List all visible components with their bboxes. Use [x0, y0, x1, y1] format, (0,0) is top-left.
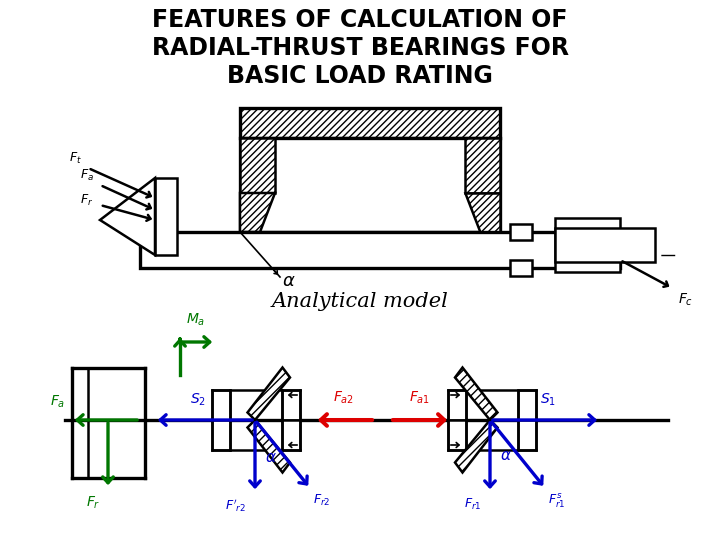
Text: $F_a$: $F_a$: [50, 394, 65, 410]
Bar: [240, 108, 500, 138]
Bar: [510, 260, 532, 276]
Text: $F_{a2}$: $F_{a2}$: [333, 389, 354, 406]
Polygon shape: [248, 368, 290, 420]
Bar: [212, 420, 230, 450]
Bar: [140, 232, 620, 268]
Bar: [282, 390, 300, 420]
Polygon shape: [465, 193, 500, 232]
Text: $F_{a1}$: $F_{a1}$: [410, 389, 431, 406]
Bar: [518, 420, 536, 450]
Text: $F^s_{r1}$: $F^s_{r1}$: [548, 493, 565, 510]
Text: BASIC LOAD RATING: BASIC LOAD RATING: [227, 64, 493, 88]
Polygon shape: [455, 420, 498, 472]
Text: $S_2$: $S_2$: [190, 392, 206, 408]
Text: RADIAL-THRUST BEARINGS FOR: RADIAL-THRUST BEARINGS FOR: [151, 36, 569, 60]
Polygon shape: [455, 368, 498, 420]
Polygon shape: [465, 138, 500, 193]
Text: $F_{r2}$: $F_{r2}$: [313, 493, 330, 508]
Bar: [555, 218, 620, 272]
Bar: [518, 390, 536, 420]
Bar: [212, 390, 230, 420]
Text: $\alpha$: $\alpha$: [265, 450, 277, 465]
Text: $F_r$: $F_r$: [86, 495, 100, 511]
Text: $F'_{r2}$: $F'_{r2}$: [225, 497, 246, 514]
Text: $\alpha$: $\alpha$: [282, 272, 296, 290]
Text: $F_a$: $F_a$: [80, 168, 94, 183]
Text: $F_t$: $F_t$: [69, 151, 82, 166]
Bar: [282, 420, 300, 450]
Bar: [155, 178, 177, 255]
Text: Analytical model: Analytical model: [271, 292, 449, 311]
Text: $F_{r1}$: $F_{r1}$: [464, 497, 482, 512]
Text: $\alpha$: $\alpha$: [500, 448, 512, 463]
Bar: [448, 420, 466, 450]
Text: $M_a$: $M_a$: [186, 312, 205, 328]
Bar: [555, 228, 655, 262]
Polygon shape: [240, 138, 275, 193]
Bar: [240, 138, 500, 232]
Text: $F_r$: $F_r$: [80, 193, 93, 208]
Text: $F_c$: $F_c$: [678, 292, 693, 308]
Bar: [510, 224, 532, 240]
Bar: [448, 390, 466, 420]
Polygon shape: [100, 178, 155, 255]
Polygon shape: [248, 420, 290, 472]
Polygon shape: [240, 193, 275, 232]
Text: $S_1$: $S_1$: [540, 392, 556, 408]
Text: FEATURES OF CALCULATION OF: FEATURES OF CALCULATION OF: [152, 8, 568, 32]
